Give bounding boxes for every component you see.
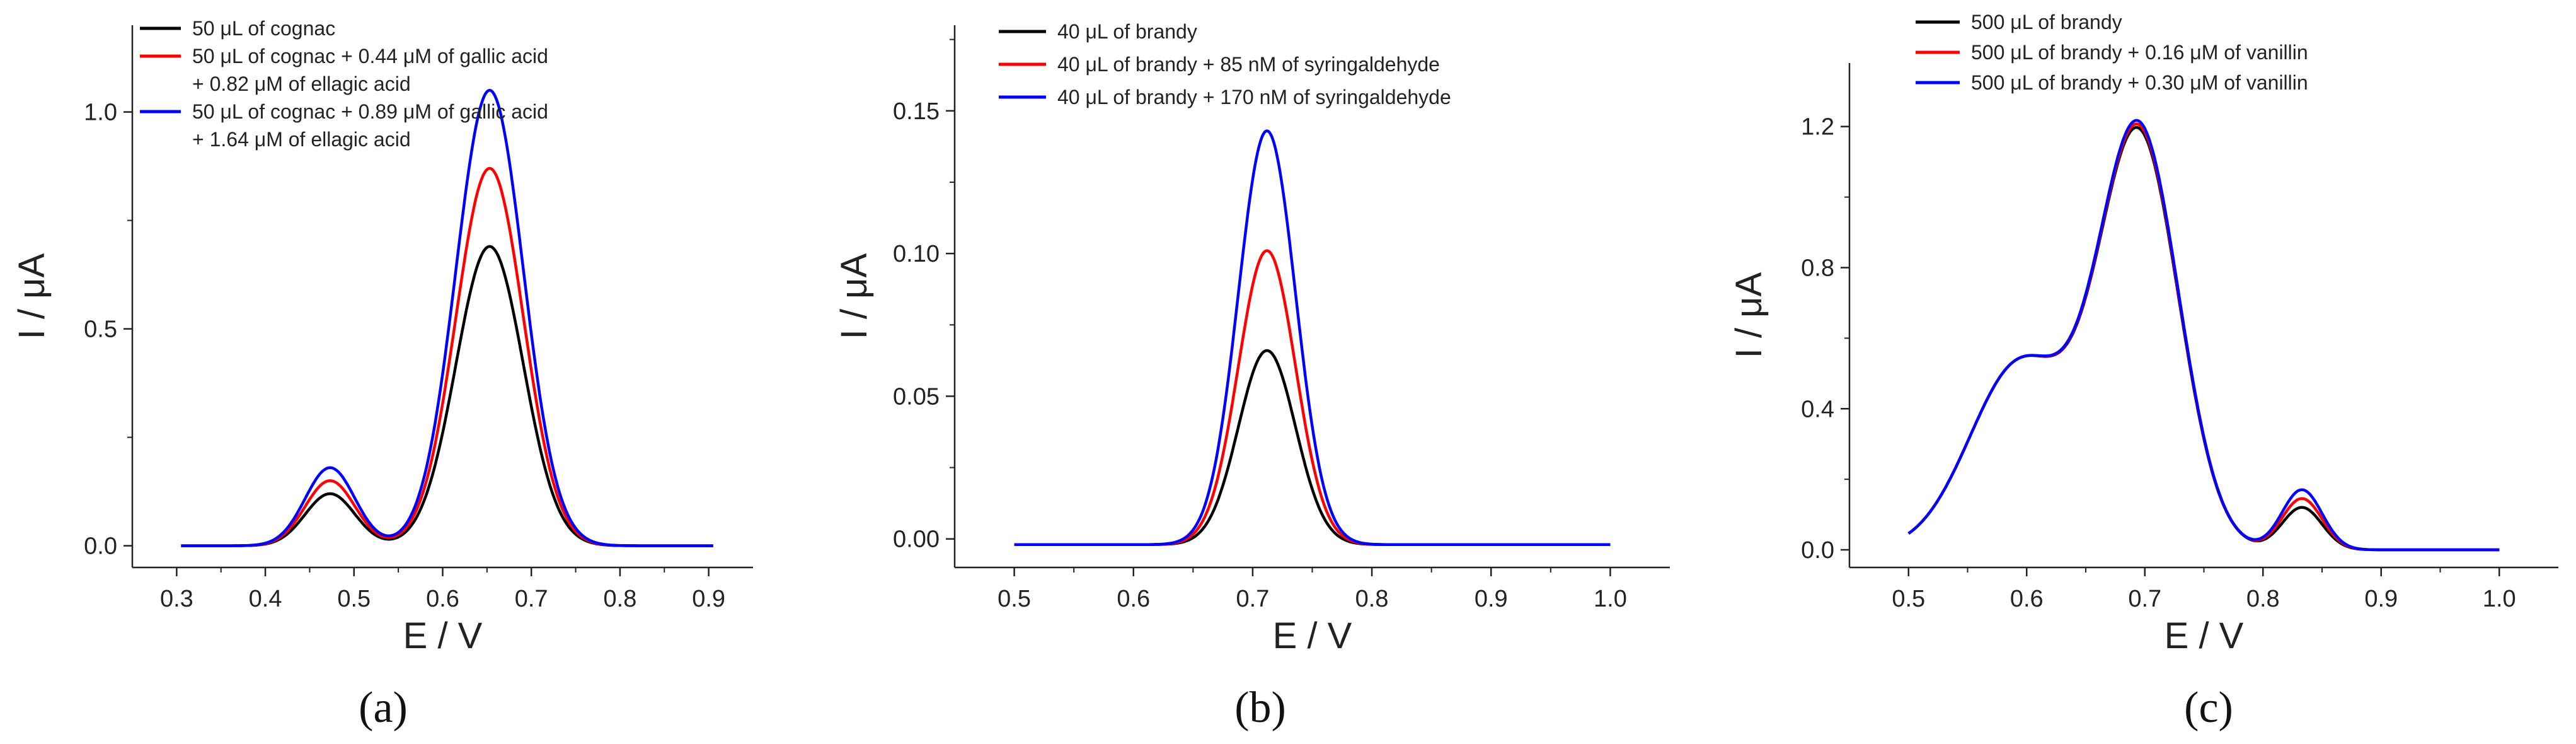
x-tick-label: 0.6 xyxy=(1117,586,1150,612)
legend-entry: 50 μL of cognac xyxy=(192,17,335,40)
legend-entry: + 1.64 μM of ellagic acid xyxy=(192,128,411,151)
legend-entry: 500 μL of brandy + 0.30 μM of vanillin xyxy=(1971,71,2308,94)
x-tick-label: 0.7 xyxy=(2128,586,2161,612)
y-axis-label: I / μA xyxy=(1728,272,1769,358)
x-tick-label: 0.7 xyxy=(515,586,548,612)
x-tick-label: 0.6 xyxy=(426,586,459,612)
chart-panel-3: 0.5 0.6 0.7 0.8 0.9 1.0 0.0 0.4 0.8 1.2 E / V I / μ… xyxy=(1728,11,2558,732)
x-tick-label: 0.5 xyxy=(1892,586,1925,612)
legend-entry: 40 μL of brandy + 170 nM of syringaldehy… xyxy=(1057,86,1451,108)
series-line-1 xyxy=(1907,125,2500,552)
x-tick-label: 0.8 xyxy=(2246,586,2280,612)
legend-entry: 50 μL of cognac + 0.44 μM of gallic acid xyxy=(192,45,548,67)
x-tick-label: 0.6 xyxy=(2010,586,2044,612)
y-tick-label: 0.4 xyxy=(1801,396,1834,422)
series-line-2 xyxy=(1014,249,1611,547)
x-tick-label: 0.8 xyxy=(1355,586,1389,612)
legend-entry: 40 μL of brandy + 85 nM of syringaldehyd… xyxy=(1057,53,1440,76)
y-tick-label: 0.10 xyxy=(893,241,940,267)
y-axis-label: I / μA xyxy=(11,253,52,339)
y-axis-label: I / μA xyxy=(834,253,875,339)
series-line-3 xyxy=(1907,119,2500,552)
x-axis-label: E / V xyxy=(403,615,483,656)
x-tick-label: 0.8 xyxy=(604,586,637,612)
y-tick-label: 0.05 xyxy=(893,383,940,410)
x-tick-label: 0.9 xyxy=(692,586,725,612)
x-tick-label: 1.0 xyxy=(1594,586,1627,612)
x-axis-label: E / V xyxy=(1273,615,1352,656)
x-tick-label: 0.9 xyxy=(2364,586,2398,612)
y-tick-label: 0.8 xyxy=(1801,255,1834,281)
y-tick-label: 0.0 xyxy=(84,533,117,560)
x-tick-label: 0.7 xyxy=(1236,586,1270,612)
x-axis-label: E / V xyxy=(2165,615,2244,656)
panel-label: (b) xyxy=(1234,683,1286,732)
chart-panel-2: 0.5 0.6 0.7 0.8 0.9 1.0 0.00 0.05 0.10 0.15 E / V I… xyxy=(834,20,1670,732)
x-tick-label: 0.3 xyxy=(160,586,193,612)
y-tick-label: 0.00 xyxy=(893,526,940,553)
series-line-3 xyxy=(1014,129,1611,547)
series-line-1 xyxy=(1014,349,1611,547)
x-tick-label: 0.5 xyxy=(337,586,371,612)
series-line-3 xyxy=(180,88,714,547)
series-line-1 xyxy=(180,245,714,547)
legend-entry: 500 μL of brandy xyxy=(1971,11,2122,33)
legend-entry: + 0.82 μM of ellagic acid xyxy=(192,73,411,95)
chart-panel-1: 0.3 0.4 0.5 0.6 0.7 0.8 0.9 0.0 0.5 1.0 E / V I / μ… xyxy=(11,17,753,732)
y-tick-label: 0.5 xyxy=(84,317,117,343)
series-line-2 xyxy=(1907,122,2500,552)
series-line-2 xyxy=(180,166,714,547)
y-tick-label: 0.15 xyxy=(893,98,940,125)
legend-entry: 40 μL of brandy xyxy=(1057,20,1197,43)
panel-label: (a) xyxy=(359,683,408,732)
y-tick-label: 1.2 xyxy=(1801,114,1834,141)
y-tick-label: 0.0 xyxy=(1801,537,1834,564)
x-tick-label: 1.0 xyxy=(2483,586,2516,612)
x-tick-label: 0.9 xyxy=(1475,586,1508,612)
legend-entry: 500 μL of brandy + 0.16 μM of vanillin xyxy=(1971,41,2308,64)
x-tick-label: 0.4 xyxy=(249,586,282,612)
panel-label: (c) xyxy=(2184,683,2233,732)
y-tick-label: 1.0 xyxy=(84,100,117,126)
legend-entry: 50 μL of cognac + 0.89 μM of gallic acid xyxy=(192,100,548,123)
x-tick-label: 0.5 xyxy=(998,586,1031,612)
